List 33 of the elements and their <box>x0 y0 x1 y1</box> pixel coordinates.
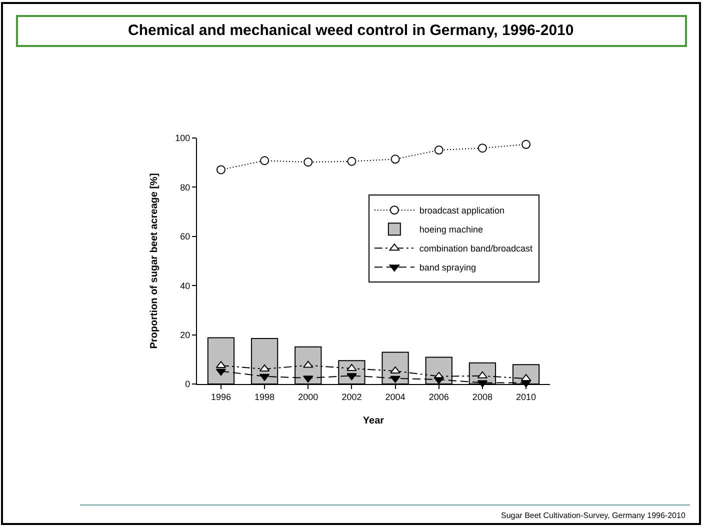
text: Sugar Beet Cultivation-Survey, Germany 1996-2010 <box>501 511 686 520</box>
y-tick-label: 80 <box>180 182 190 192</box>
x-axis-title: Year <box>362 415 384 426</box>
point <box>434 377 444 384</box>
x-tick-label: 1996 <box>210 392 231 402</box>
legend-label: broadcast application <box>419 206 504 216</box>
x-tick-label: 2000 <box>298 392 318 402</box>
point <box>260 156 270 166</box>
point <box>303 376 314 383</box>
legend-label: hoeing machine <box>419 224 483 235</box>
y-axis-title: Proportion of sugar beet acreage [%] <box>149 173 160 349</box>
x-tick-label: 2002 <box>342 392 362 402</box>
y-tick-label: 0 <box>185 379 190 390</box>
x-tick-label: 2010 <box>516 392 536 402</box>
x-tick-label: 2004 <box>385 392 406 402</box>
legend-label: combination band/broadcast <box>419 244 533 254</box>
legend-label: band spraying <box>419 262 476 273</box>
point <box>347 156 356 166</box>
point <box>390 154 400 164</box>
x-tick-label: 1998 <box>254 392 275 402</box>
x-tick-label: 2006 <box>428 392 449 402</box>
y-tick-label: 60 <box>180 232 190 242</box>
y-tick-label: 100 <box>175 133 190 144</box>
point <box>304 158 313 167</box>
point <box>522 140 531 149</box>
x-tick-label: 2008 <box>472 392 492 402</box>
y-tick-label: 20 <box>180 330 190 340</box>
point <box>390 376 400 383</box>
point <box>216 165 226 174</box>
chart-title: Chemical and mechanical weed control in Germany, 1996-2010 <box>128 22 574 39</box>
point <box>434 146 444 155</box>
y-tick-label: 40 <box>180 280 190 291</box>
point <box>478 144 487 153</box>
